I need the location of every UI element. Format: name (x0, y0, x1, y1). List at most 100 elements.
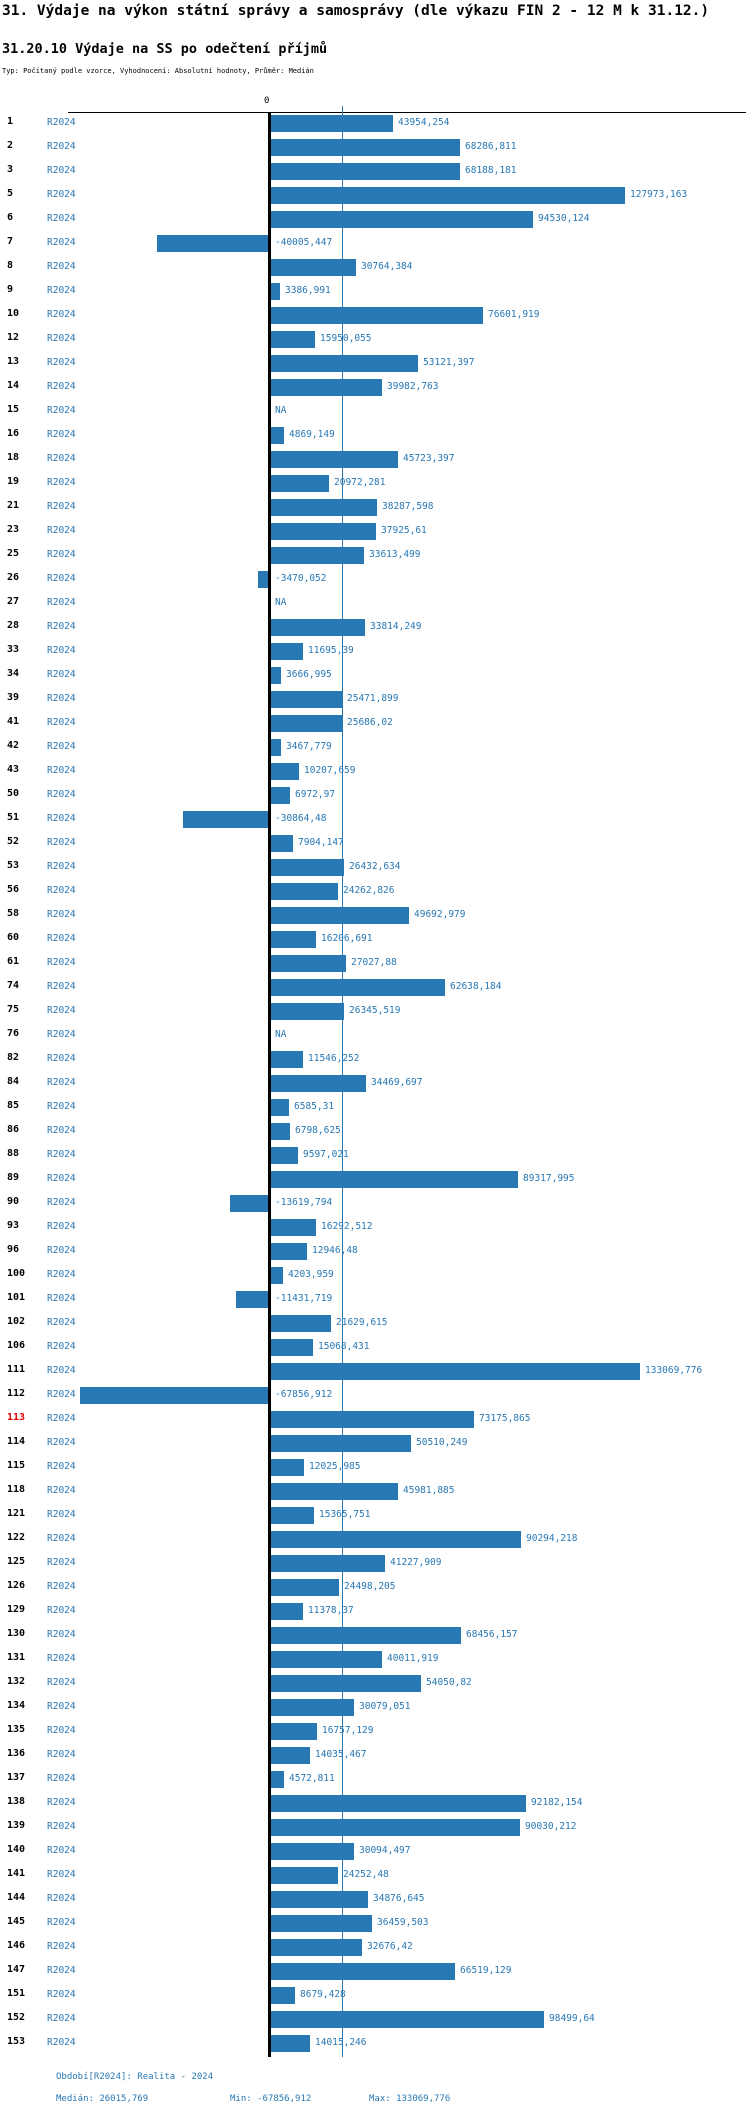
series-label: R2024 (47, 1509, 76, 1520)
row-number: 136 (7, 1748, 26, 1759)
bar (271, 523, 376, 540)
table-row: 93 R2024 16292,512 (0, 1215, 750, 1239)
bar (271, 1747, 310, 1764)
row-number: 96 (7, 1244, 20, 1255)
row-number: 129 (7, 1604, 26, 1615)
table-row: 132 R2024 54050,82 (0, 1671, 750, 1695)
bar-value-label: 6972,97 (295, 789, 336, 800)
series-label: R2024 (47, 693, 76, 704)
bar (271, 619, 365, 636)
bar (271, 1627, 461, 1644)
table-row: 12 R2024 15950,055 (0, 327, 750, 351)
table-row: 75 R2024 26345,519 (0, 999, 750, 1023)
table-row: 118 R2024 45981,885 (0, 1479, 750, 1503)
table-row: 39 R2024 25471,899 (0, 687, 750, 711)
footer-median: Medián: 26015,769 (56, 2094, 149, 2104)
table-row: 10 R2024 76601,919 (0, 303, 750, 327)
bar-value-label: 68456,157 (466, 1629, 518, 1640)
bar (271, 1123, 290, 1140)
row-number: 21 (7, 500, 20, 511)
bar-value-label: 30094,497 (359, 1845, 411, 1856)
bar (271, 787, 290, 804)
series-label: R2024 (47, 1701, 76, 1712)
bar (271, 1315, 331, 1332)
series-label: R2024 (47, 1053, 76, 1064)
row-number: 5 (7, 188, 14, 199)
row-number: 34 (7, 668, 20, 679)
row-number: 33 (7, 644, 20, 655)
bar (271, 1795, 526, 1812)
bar (271, 115, 393, 132)
bar-value-label: 11695,39 (308, 645, 354, 656)
bar-value-label: 41227,909 (390, 1557, 442, 1568)
series-label: R2024 (47, 1605, 76, 1616)
bar-value-label: 127973,163 (630, 189, 688, 200)
bar-value-label: 12025,985 (309, 1461, 361, 1472)
series-label: R2024 (47, 1197, 76, 1208)
row-number: 126 (7, 1580, 26, 1591)
table-row: 114 R2024 50510,249 (0, 1431, 750, 1455)
bar-value-label: 12946,48 (312, 1245, 358, 1256)
bar (271, 499, 377, 516)
table-row: 43 R2024 10207,659 (0, 759, 750, 783)
series-label: R2024 (47, 597, 76, 608)
table-row: 9 R2024 3386,991 (0, 279, 750, 303)
series-label: R2024 (47, 1869, 76, 1880)
table-row: 147 R2024 66519,129 (0, 1959, 750, 1983)
row-number: 102 (7, 1316, 26, 1327)
row-number: 16 (7, 428, 20, 439)
series-label: R2024 (47, 429, 76, 440)
series-label: R2024 (47, 981, 76, 992)
bar (271, 163, 460, 180)
row-number: 53 (7, 860, 20, 871)
bar-value-label: 30764,384 (361, 261, 413, 272)
bar (271, 955, 346, 972)
chart-rows: 1 R2024 43954,254 2 R2024 68286,811 3 R2… (0, 111, 750, 2055)
row-number: 139 (7, 1820, 26, 1831)
series-label: R2024 (47, 1341, 76, 1352)
bar-value-label: 30079,051 (359, 1701, 411, 1712)
row-number: 122 (7, 1532, 26, 1543)
row-number: 131 (7, 1652, 26, 1663)
row-number: 6 (7, 212, 14, 223)
row-number: 141 (7, 1868, 26, 1879)
bar-value-label: 24262,826 (343, 885, 395, 896)
bar-value-label: NA (275, 597, 287, 608)
bar (271, 1843, 354, 1860)
series-label: R2024 (47, 1989, 76, 2000)
bar-value-label: 53121,397 (423, 357, 475, 368)
bar (271, 2011, 544, 2028)
table-row: 33 R2024 11695,39 (0, 639, 750, 663)
bar (271, 451, 398, 468)
series-label: R2024 (47, 1725, 76, 1736)
row-number: 100 (7, 1268, 26, 1279)
bar-value-label: 9597,021 (303, 1149, 349, 1160)
series-label: R2024 (47, 837, 76, 848)
bar-value-label: 38287,598 (382, 501, 434, 512)
bar (271, 1531, 521, 1548)
series-label: R2024 (47, 909, 76, 920)
row-number: 58 (7, 908, 20, 919)
series-label: R2024 (47, 309, 76, 320)
bar (271, 1459, 304, 1476)
row-number: 2 (7, 140, 14, 151)
series-label: R2024 (47, 1413, 76, 1424)
row-number: 147 (7, 1964, 26, 1975)
series-label: R2024 (47, 213, 76, 224)
bar (271, 1099, 289, 1116)
table-row: 23 R2024 37925,61 (0, 519, 750, 543)
bar-value-label: 73175,865 (479, 1413, 531, 1424)
bar (271, 1723, 317, 1740)
bar (183, 811, 268, 828)
bar (271, 1963, 455, 1980)
bar (271, 979, 445, 996)
bar-value-label: 6585,31 (294, 1101, 335, 1112)
series-label: R2024 (47, 285, 76, 296)
table-row: 84 R2024 34469,697 (0, 1071, 750, 1095)
bar (271, 1411, 474, 1428)
row-number: 18 (7, 452, 20, 463)
bar (271, 331, 315, 348)
row-number: 28 (7, 620, 20, 631)
series-label: R2024 (47, 573, 76, 584)
table-row: 144 R2024 34876,645 (0, 1887, 750, 1911)
